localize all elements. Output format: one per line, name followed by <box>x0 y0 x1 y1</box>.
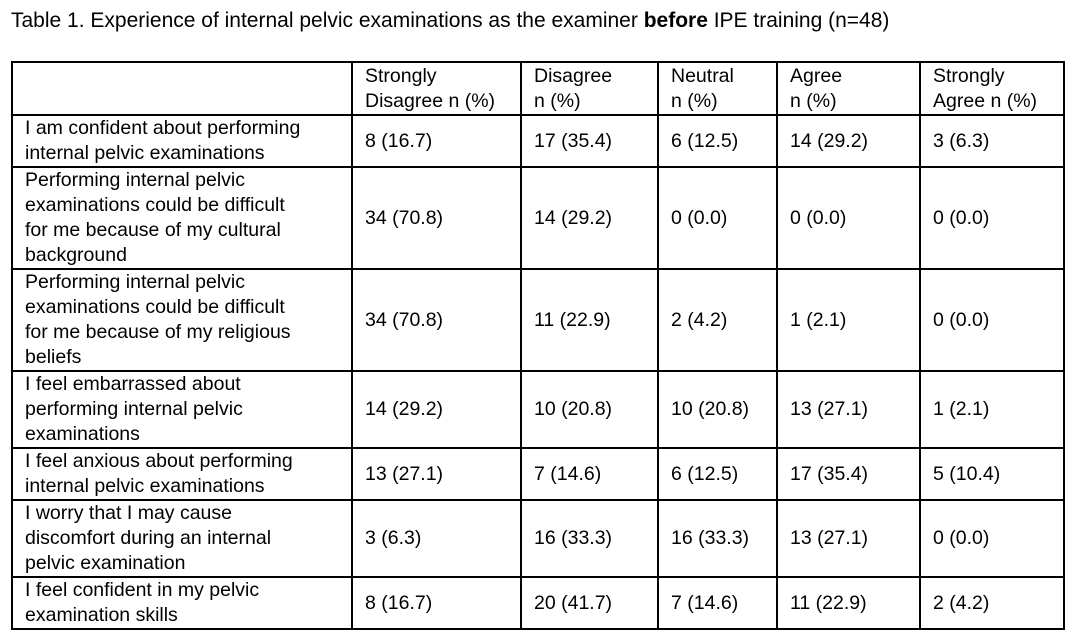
statement-line: examinations could be difficult <box>25 194 285 216</box>
statement-line: beliefs <box>25 346 82 368</box>
value-cell-strongly-disagree: 34 (70.8) <box>351 166 522 270</box>
value-cell-neutral: 2 (4.2) <box>657 268 778 372</box>
value-cell-strongly-disagree: 8 (16.7) <box>351 576 522 630</box>
value-cell-agree: 0 (0.0) <box>776 166 921 270</box>
value-cell-disagree: 11 (22.9) <box>520 268 659 372</box>
table-caption: Table 1. Experience of internal pelvic e… <box>11 7 889 35</box>
column-header-line: Agree <box>790 65 843 87</box>
results-table: Strongly Disagree n (%) Disagree n (%) Neutr… <box>11 61 1065 630</box>
value-cell-strongly-disagree: 8 (16.7) <box>351 114 522 168</box>
column-header-line: Neutral <box>671 65 734 87</box>
value-cell-strongly-agree: 1 (2.1) <box>919 370 1065 449</box>
statement-line: discomfort during an internal <box>25 527 272 549</box>
table-row: I am confident about performing internal … <box>11 114 1065 168</box>
statement-line: internal pelvic examinations <box>25 475 265 497</box>
column-header-line: n (%) <box>671 90 718 112</box>
column-header-line: Disagree <box>534 65 613 87</box>
value-cell-strongly-agree: 3 (6.3) <box>919 114 1065 168</box>
value-cell-disagree: 17 (35.4) <box>520 114 659 168</box>
column-header-line: n (%) <box>790 90 837 112</box>
column-header-disagree: Disagree n (%) <box>520 61 659 116</box>
column-header-line: Disagree n (%) <box>365 90 496 112</box>
table-row: Performing internal pelvic examinations c… <box>11 166 1065 270</box>
statement-cell: I am confident about performing internal … <box>11 114 353 168</box>
statement-line: Performing internal pelvic <box>25 271 246 293</box>
statement-cell: I feel confident in my pelvic examination… <box>11 576 353 630</box>
caption-emphasis: before <box>643 9 708 32</box>
column-header-line: Strongly <box>933 65 1005 87</box>
header-row: Strongly Disagree n (%) Disagree n (%) Neutr… <box>11 61 1065 116</box>
value-cell-disagree: 14 (29.2) <box>520 166 659 270</box>
statement-cell: I feel embarrassed about performing inter… <box>11 370 353 449</box>
value-cell-strongly-agree: 5 (10.4) <box>919 447 1065 501</box>
statement-line: for me because of my religious <box>25 321 291 343</box>
value-cell-disagree: 16 (33.3) <box>520 499 659 578</box>
value-cell-disagree: 20 (41.7) <box>520 576 659 630</box>
column-header-line: Agree n (%) <box>933 90 1038 112</box>
table-row: I feel anxious about performing internal … <box>11 447 1065 501</box>
value-cell-strongly-disagree: 14 (29.2) <box>351 370 522 449</box>
statement-line: examinations <box>25 423 140 445</box>
value-cell-disagree: 10 (20.8) <box>520 370 659 449</box>
statement-line: examination skills <box>25 604 178 626</box>
column-header-line: Strongly <box>365 65 437 87</box>
value-cell-agree: 13 (27.1) <box>776 370 921 449</box>
value-cell-agree: 1 (2.1) <box>776 268 921 372</box>
column-header-agree: Agree n (%) <box>776 61 921 116</box>
statement-cell: Performing internal pelvic examinations c… <box>11 166 353 270</box>
statement-line: performing internal pelvic <box>25 398 243 420</box>
value-cell-strongly-agree: 0 (0.0) <box>919 499 1065 578</box>
table-row: Performing internal pelvic examinations c… <box>11 268 1065 372</box>
column-header-strongly-agree: Strongly Agree n (%) <box>919 61 1065 116</box>
column-header-statement <box>11 61 353 116</box>
table-header: Strongly Disagree n (%) Disagree n (%) Neutr… <box>11 61 1065 116</box>
caption-prefix: Table 1. Experience of internal pelvic e… <box>11 9 644 32</box>
statement-line: examinations could be difficult <box>25 296 285 318</box>
statement-cell: I feel anxious about performing internal … <box>11 447 353 501</box>
value-cell-neutral: 10 (20.8) <box>657 370 778 449</box>
statement-line: pelvic examination <box>25 552 186 574</box>
column-header-line: n (%) <box>534 90 581 112</box>
table-row: I worry that I may cause discomfort durin… <box>11 499 1065 578</box>
value-cell-agree: 13 (27.1) <box>776 499 921 578</box>
value-cell-agree: 17 (35.4) <box>776 447 921 501</box>
value-cell-strongly-disagree: 13 (27.1) <box>351 447 522 501</box>
value-cell-neutral: 6 (12.5) <box>657 447 778 501</box>
statement-line: I feel anxious about performing <box>25 450 293 472</box>
statement-cell: I worry that I may cause discomfort durin… <box>11 499 353 578</box>
value-cell-strongly-disagree: 34 (70.8) <box>351 268 522 372</box>
value-cell-neutral: 0 (0.0) <box>657 166 778 270</box>
statement-line: internal pelvic examinations <box>25 142 265 164</box>
table-row: I feel embarrassed about performing inter… <box>11 370 1065 449</box>
statement-line: I feel confident in my pelvic <box>25 579 260 601</box>
value-cell-strongly-agree: 0 (0.0) <box>919 166 1065 270</box>
value-cell-neutral: 16 (33.3) <box>657 499 778 578</box>
statement-line: Performing internal pelvic <box>25 169 246 191</box>
value-cell-agree: 11 (22.9) <box>776 576 921 630</box>
column-header-neutral: Neutral n (%) <box>657 61 778 116</box>
value-cell-neutral: 6 (12.5) <box>657 114 778 168</box>
statement-line: for me because of my cultural <box>25 219 281 241</box>
caption-suffix: IPE training (n=48) <box>707 9 890 32</box>
value-cell-agree: 14 (29.2) <box>776 114 921 168</box>
statement-line: I feel embarrassed about <box>25 373 241 395</box>
table-row: I feel confident in my pelvic examination… <box>11 576 1065 630</box>
value-cell-strongly-disagree: 3 (6.3) <box>351 499 522 578</box>
table-body: I am confident about performing internal … <box>11 114 1065 630</box>
value-cell-strongly-agree: 2 (4.2) <box>919 576 1065 630</box>
statement-line: I am confident about performing <box>25 117 301 139</box>
statement-cell: Performing internal pelvic examinations c… <box>11 268 353 372</box>
statement-line: I worry that I may cause <box>25 502 232 524</box>
value-cell-neutral: 7 (14.6) <box>657 576 778 630</box>
statement-line: background <box>25 244 127 266</box>
column-header-strongly-disagree: Strongly Disagree n (%) <box>351 61 522 116</box>
value-cell-disagree: 7 (14.6) <box>520 447 659 501</box>
value-cell-strongly-agree: 0 (0.0) <box>919 268 1065 372</box>
